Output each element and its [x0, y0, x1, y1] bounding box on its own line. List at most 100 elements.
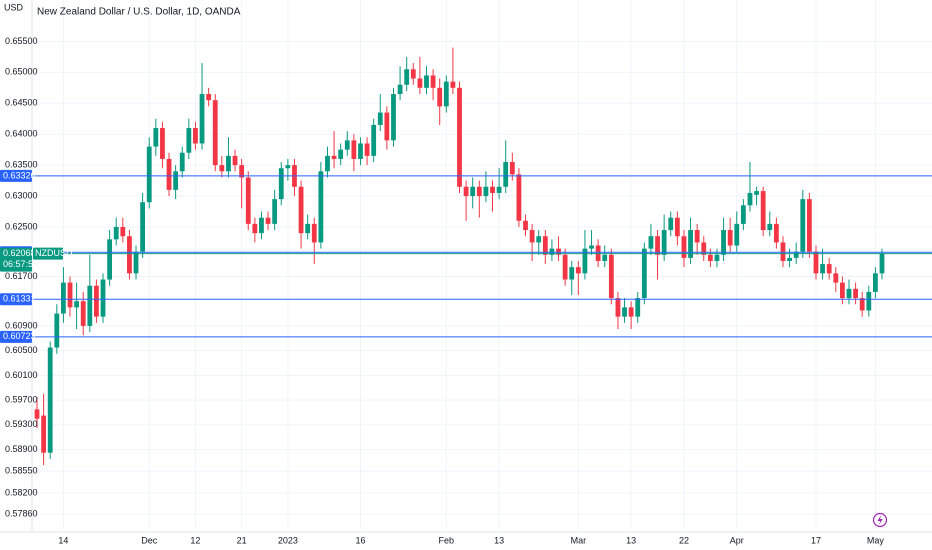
- candle-body: [305, 223, 311, 234]
- candle-body: [173, 171, 179, 190]
- candle-body: [146, 146, 152, 203]
- candle-body: [674, 217, 680, 237]
- candle-body: [41, 415, 47, 453]
- symbol-label: NZDUSD: [35, 248, 73, 258]
- candle-body: [186, 128, 192, 153]
- candle-body: [54, 313, 60, 348]
- candle-body: [714, 254, 720, 261]
- y-tick-label: 0.57860: [5, 508, 38, 518]
- candle-body: [285, 165, 291, 169]
- candle-body: [747, 192, 753, 206]
- y-tick-label: 0.62500: [5, 221, 38, 231]
- candle-body: [450, 81, 456, 88]
- candle-body: [820, 264, 825, 274]
- candle-body: [542, 236, 548, 255]
- candle-body: [34, 409, 40, 419]
- candle-body: [760, 191, 766, 231]
- candle-body: [707, 254, 713, 261]
- candle-body: [133, 251, 139, 274]
- candle-body: [688, 230, 693, 258]
- y-tick-label: 0.60900: [5, 320, 38, 330]
- price-tag-label: 0.61331: [3, 294, 36, 304]
- candle-body: [417, 78, 423, 88]
- y-tick-label: 0.58200: [5, 487, 38, 497]
- candle-body: [800, 199, 806, 252]
- y-tick-label: 0.63500: [5, 159, 38, 169]
- price-tag-label: 0.63326: [3, 170, 36, 180]
- alert-icon[interactable]: [872, 512, 888, 528]
- candle-body: [509, 162, 515, 175]
- candle-body: [325, 155, 330, 172]
- currency: USD: [4, 2, 24, 12]
- candle-body: [773, 223, 779, 243]
- y-tick-label: 0.60500: [5, 345, 38, 355]
- candle-body: [140, 202, 146, 252]
- candle-body: [87, 285, 93, 326]
- candle-body: [437, 87, 443, 107]
- candle-body: [859, 298, 865, 311]
- candle-body: [252, 223, 258, 234]
- candle-body: [701, 242, 707, 255]
- candle-body: [496, 186, 502, 193]
- x-tick-label: 2023: [278, 535, 298, 545]
- candle-body: [424, 75, 429, 88]
- candle-body: [206, 94, 212, 101]
- candle-body: [655, 236, 660, 255]
- candle-body: [331, 155, 337, 159]
- candle-body: [582, 248, 588, 274]
- alert-bolt[interactable]: [877, 515, 883, 525]
- candle-body: [193, 128, 198, 144]
- candle-body: [562, 254, 568, 280]
- y-tick-label: 0.58900: [5, 444, 38, 454]
- candle-body: [212, 100, 218, 166]
- candle-body: [371, 124, 377, 156]
- candle-body: [813, 251, 819, 274]
- x-tick-label: Dec: [141, 535, 158, 545]
- countdown-label: 06:57:50: [3, 259, 38, 269]
- candle-body: [404, 69, 410, 85]
- candle-body: [127, 236, 132, 274]
- candle-body: [839, 282, 845, 299]
- x-tick-label: 13: [494, 535, 504, 545]
- price-tag-label: 0.60723: [3, 331, 36, 341]
- candle-body: [153, 128, 159, 147]
- candle-body: [120, 226, 126, 237]
- candle-body: [635, 298, 641, 317]
- y-tick-label: 0.60100: [5, 370, 38, 380]
- candle-body: [265, 217, 271, 224]
- candle-body: [589, 245, 594, 249]
- candle-body: [503, 162, 509, 187]
- price-tag: [0, 293, 32, 306]
- x-tick-label: 17: [811, 535, 821, 545]
- candle-body: [740, 205, 746, 224]
- candle-body: [694, 230, 700, 243]
- candle-body: [866, 291, 872, 311]
- candle-body: [668, 217, 674, 231]
- candle-body: [47, 347, 53, 453]
- candle-body: [430, 75, 436, 88]
- candle-body: [853, 288, 858, 299]
- candle-body: [278, 168, 284, 200]
- candle-body: [463, 186, 469, 197]
- y-tick-label: 0.65000: [5, 67, 38, 77]
- price-tag: [0, 169, 32, 182]
- x-tick-label: May: [867, 535, 885, 545]
- candle-body: [826, 264, 832, 274]
- candle-body: [470, 186, 476, 197]
- candle-body: [780, 242, 786, 261]
- y-tick-label: 0.65500: [5, 36, 38, 46]
- candle-body: [179, 152, 185, 172]
- x-tick-label: 22: [679, 535, 689, 545]
- candle-body: [754, 191, 759, 195]
- candle-body: [767, 223, 773, 231]
- candle-body: [443, 81, 449, 107]
- candle-body: [67, 282, 73, 308]
- x-tick-label: Apr: [730, 535, 744, 545]
- y-tick-label: 0.63000: [5, 190, 38, 200]
- candle-body: [391, 94, 396, 141]
- alert-circle[interactable]: [872, 512, 888, 528]
- candles: [34, 47, 885, 466]
- candle-body: [364, 143, 370, 156]
- candle-body: [727, 230, 733, 246]
